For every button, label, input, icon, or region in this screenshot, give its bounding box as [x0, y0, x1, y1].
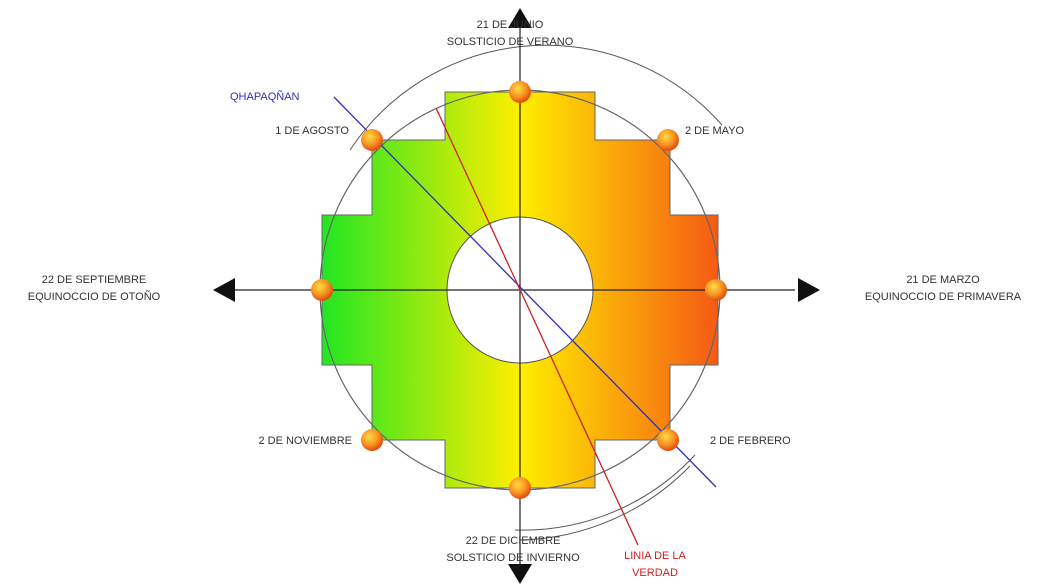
marker-east — [705, 279, 727, 301]
marker-northeast — [657, 129, 679, 151]
label-southwest: 2 DE NOVIEMBRE — [258, 435, 352, 447]
outer-arc-bottom — [514, 454, 696, 531]
arrow-down-icon — [508, 564, 532, 584]
outer-arc-top — [349, 44, 723, 151]
marker-southwest — [361, 429, 383, 451]
label-east-event: EQUINOCCIO DE PRIMAVERA — [865, 291, 1022, 303]
arrow-up-icon — [508, 8, 532, 28]
label-southeast: 2 DE FEBRERO — [710, 435, 791, 447]
label-east-date: 21 DE MARZO — [906, 274, 980, 286]
label-linia-verdad-1: LINIA DE LA — [624, 550, 686, 562]
outer-arc-bottom-2 — [519, 465, 691, 541]
label-north-event: SOLSTICIO DE VERANO — [447, 36, 574, 48]
marker-south — [509, 477, 531, 499]
label-south-date: 22 DE DICIEMBRE — [466, 535, 561, 547]
arrow-left-icon — [213, 278, 235, 302]
label-west-date: 22 DE SEPTIEMBRE — [42, 274, 147, 286]
label-south-event: SOLSTICIO DE INVIERNO — [446, 552, 580, 564]
linia-verdad-line — [435, 107, 639, 546]
marker-northwest — [361, 129, 383, 151]
qhapaqnan-line — [333, 96, 717, 488]
label-northwest: 1 DE AGOSTO — [275, 125, 349, 137]
marker-north — [509, 81, 531, 103]
marker-west — [311, 279, 333, 301]
label-north-date: 21 DE JUNIO — [477, 19, 544, 31]
label-linia-verdad-2: VERDAD — [632, 567, 678, 579]
label-west-event: EQUINOCCIO DE OTOÑO — [28, 290, 161, 303]
label-qhapaqnan: QHAPAQÑAN — [230, 90, 300, 103]
arrow-right-icon — [798, 278, 820, 302]
marker-southeast — [657, 429, 679, 451]
label-northeast: 2 DE MAYO — [685, 125, 745, 137]
